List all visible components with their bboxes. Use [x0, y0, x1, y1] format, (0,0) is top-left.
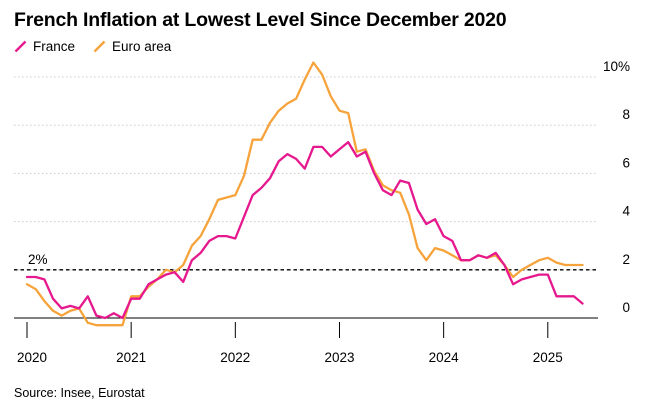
- y-tick-label: 0: [622, 300, 630, 315]
- series-lines: [25, 61, 584, 327]
- y-axis-labels: 0 2 4 6 8 10%: [603, 59, 631, 315]
- legend-label-euro-area: Euro area: [112, 39, 172, 54]
- chart-legend: France Euro area: [14, 39, 189, 54]
- y-tick-label: 6: [622, 155, 630, 170]
- chart-title: French Inflation at Lowest Level Since D…: [14, 9, 507, 31]
- x-axis: 2020 2021 2022 2023 2024 2025: [14, 317, 598, 365]
- x-tick-label: 2025: [533, 350, 563, 365]
- source-note: Source: Insee, Eurostat: [14, 386, 145, 400]
- reference-line-group: 2%: [14, 252, 598, 271]
- series-line-france: [25, 140, 584, 320]
- gridlines: [14, 76, 598, 271]
- y-tick-label: 2: [622, 252, 630, 267]
- x-tick-label: 2022: [220, 350, 250, 365]
- x-tick-label: 2021: [116, 350, 146, 365]
- reference-line-label: 2%: [28, 252, 48, 267]
- y-tick-label: 8: [622, 107, 630, 122]
- x-tick-label: 2023: [324, 350, 354, 365]
- legend-france-swatch-icon: [14, 40, 27, 53]
- x-tick-label: 2020: [17, 350, 47, 365]
- x-tick-label: 2024: [429, 350, 460, 365]
- legend-label-france: France: [33, 39, 76, 54]
- legend-item-euro-area: Euro area: [93, 39, 171, 54]
- y-tick-label: 10%: [603, 59, 630, 74]
- y-tick-label: 4: [622, 204, 630, 219]
- series-line-euro-area: [25, 61, 584, 327]
- legend-item-france: France: [14, 39, 75, 54]
- legend-euro-area-swatch-icon: [93, 40, 106, 53]
